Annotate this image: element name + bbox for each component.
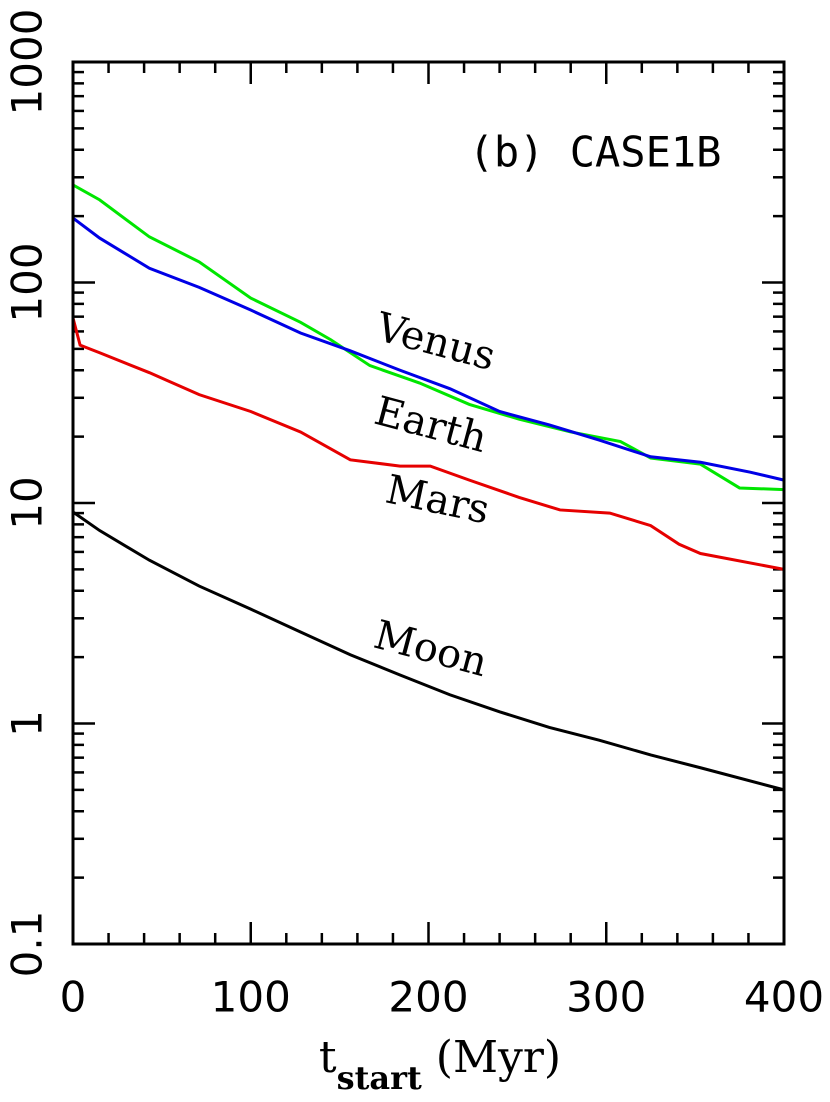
y-tick-label: 0.1	[3, 911, 52, 978]
x-label-main: t	[319, 1032, 337, 1083]
y-tick-label: 10	[3, 476, 52, 529]
x-tick-label: 0	[60, 973, 87, 1022]
annotation: (b) CASE1B	[469, 128, 722, 177]
series-line	[72, 510, 785, 792]
x-label-sub: start	[337, 1059, 422, 1097]
series-label: Moon	[369, 612, 492, 686]
y-tick-label: 100	[3, 242, 52, 322]
x-tick-label: 100	[211, 973, 291, 1022]
series-label: Venus	[370, 304, 500, 380]
x-tick-label: 300	[566, 973, 646, 1022]
x-axis-label: tstart (Myr)	[319, 1032, 561, 1097]
plot-frame	[71, 60, 786, 946]
series-line	[71, 317, 785, 571]
x-tick-label: 400	[744, 973, 824, 1022]
y-tick-label: 1000	[3, 9, 52, 116]
x-tick-label: 200	[388, 973, 468, 1022]
series-label: Mars	[382, 467, 494, 534]
y-tick-label: 1	[3, 710, 52, 737]
x-label-rest: (Myr)	[436, 1032, 561, 1083]
series-line	[72, 216, 785, 482]
